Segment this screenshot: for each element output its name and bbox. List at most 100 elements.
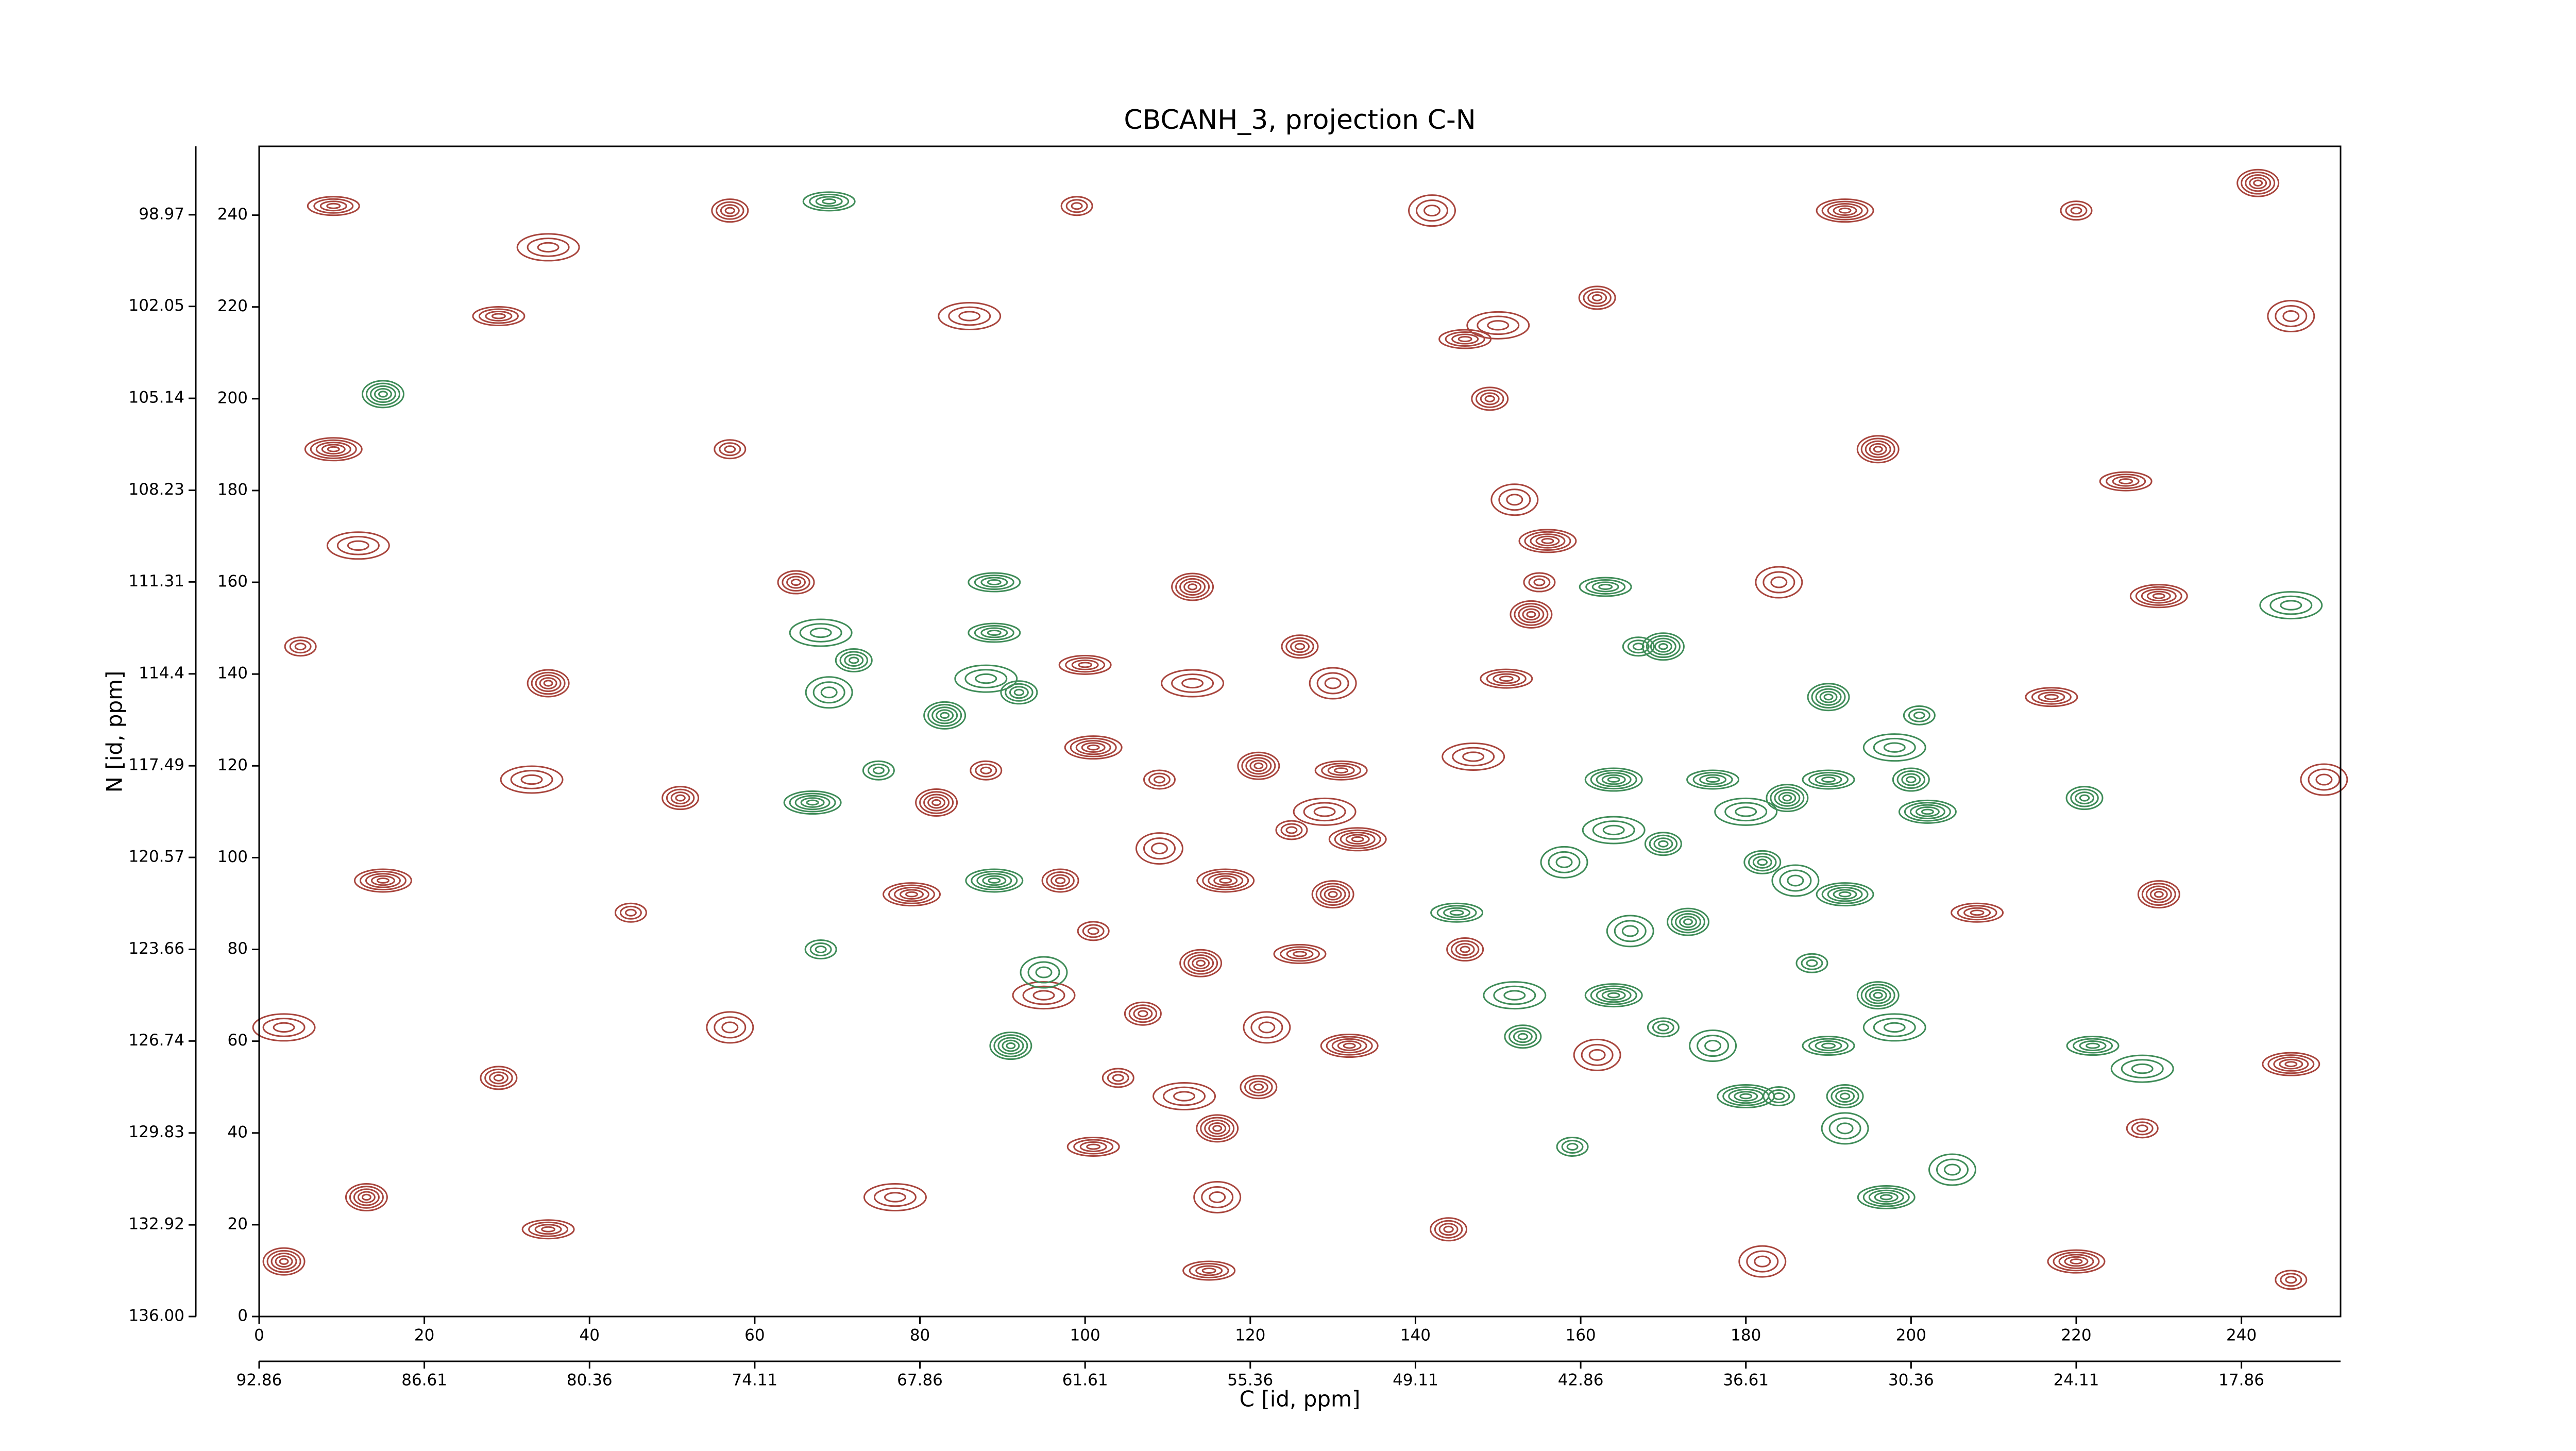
contour-level <box>1035 966 1053 978</box>
contour-level <box>982 875 1007 886</box>
contour-level <box>976 873 1012 888</box>
contour-level <box>1773 1092 1785 1101</box>
contour-level <box>2066 1036 2120 1056</box>
contour-level <box>1073 1139 1114 1155</box>
contour-level <box>1839 1092 1851 1100</box>
contour-level <box>1898 799 1957 824</box>
contour-level <box>2073 1038 2113 1054</box>
contour-level <box>1334 829 1381 849</box>
peak <box>262 1247 306 1276</box>
contour-level <box>1445 331 1485 347</box>
contour-level <box>327 446 340 452</box>
contour-level <box>349 1186 384 1209</box>
contour-level <box>1480 668 1533 689</box>
contour-level <box>1280 946 1320 962</box>
contour-level <box>863 1183 927 1211</box>
contour-level <box>1679 916 1697 928</box>
contour-level <box>1314 760 1368 781</box>
contour-level <box>716 201 744 220</box>
contour-level <box>378 391 388 398</box>
contour-level <box>1581 1043 1614 1066</box>
contour-level <box>1819 690 1838 703</box>
contour-level <box>931 799 942 806</box>
peak <box>1408 194 1456 227</box>
contour-level <box>1779 869 1812 892</box>
contour-level <box>1249 760 1268 772</box>
contour-level <box>485 311 513 322</box>
y-tick-label: 0 <box>238 1307 248 1325</box>
contour-level <box>975 763 997 778</box>
contour-level <box>1654 640 1672 653</box>
contour-level <box>1821 1042 1836 1049</box>
contour-level <box>1697 1035 1730 1057</box>
contour-level <box>1273 943 1327 964</box>
contour-level <box>541 1226 556 1233</box>
contour-level <box>1782 794 1792 802</box>
contour-level <box>1483 981 1547 1010</box>
y-tick-label: 200 <box>217 389 248 407</box>
contour-level <box>376 878 389 884</box>
y2-tick-label: 105.14 <box>129 389 184 407</box>
contour-level <box>1436 905 1477 921</box>
contour-level <box>1821 884 1869 904</box>
contour-level <box>786 576 806 589</box>
contour-level <box>789 618 853 647</box>
contour-level <box>493 1074 504 1082</box>
contour-level <box>1309 667 1357 700</box>
contour-level <box>799 623 842 643</box>
contour-level <box>1240 1075 1278 1100</box>
contour-level <box>1334 767 1349 774</box>
contour-level <box>2079 1040 2107 1052</box>
contour-level <box>1294 643 1306 650</box>
contour-level <box>1533 578 1546 586</box>
contour-level <box>313 198 354 214</box>
contour-level <box>2308 768 2341 791</box>
contour-level <box>720 204 740 217</box>
contour-level <box>806 799 819 806</box>
peak <box>1240 1075 1278 1100</box>
contour-level <box>1285 826 1298 834</box>
contour-level <box>535 674 562 693</box>
contour-level <box>1770 786 1805 809</box>
contour-level <box>1315 883 1350 906</box>
contour-level <box>1293 951 1307 957</box>
contour-level <box>294 643 307 651</box>
peak <box>1857 1185 1916 1209</box>
contour-level <box>1046 871 1075 890</box>
contour-level <box>1657 1023 1669 1032</box>
contour-level <box>900 889 924 900</box>
contour-level <box>1518 605 1545 623</box>
x-tick-label: 120 <box>1235 1326 1265 1345</box>
contour-level <box>1293 797 1357 826</box>
contour-level <box>974 575 1014 590</box>
peak <box>1821 1112 1869 1145</box>
contour-level <box>1860 437 1895 461</box>
contour-level <box>1135 832 1183 865</box>
peak <box>1000 680 1038 705</box>
peak <box>1862 1013 1926 1042</box>
contour-level <box>1213 875 1238 886</box>
peak <box>802 191 856 212</box>
peak <box>2236 168 2280 197</box>
contour-level <box>873 1187 917 1207</box>
contour-level <box>1573 1038 1621 1071</box>
contour-level <box>1607 777 1620 783</box>
contour-level <box>369 385 396 403</box>
contour-level <box>1484 395 1495 402</box>
contour-level <box>1460 946 1470 953</box>
contour-level <box>923 701 967 730</box>
contour-level <box>2136 1124 2148 1133</box>
contour-level <box>2245 174 2272 192</box>
contour-level <box>1513 1030 1533 1043</box>
contour-level <box>1013 688 1025 696</box>
y2-tick-label: 123.66 <box>129 939 184 958</box>
x-axis-label: C [id, ppm] <box>1240 1387 1361 1412</box>
contour-level <box>2315 773 2333 786</box>
contour-level <box>1632 643 1645 651</box>
contour-level <box>1311 880 1354 909</box>
contour-level <box>1828 1117 1861 1140</box>
contour-level <box>988 878 1001 884</box>
contour-level <box>1070 737 1117 757</box>
contour-level <box>2279 1058 2303 1070</box>
peak <box>1012 981 1076 1010</box>
